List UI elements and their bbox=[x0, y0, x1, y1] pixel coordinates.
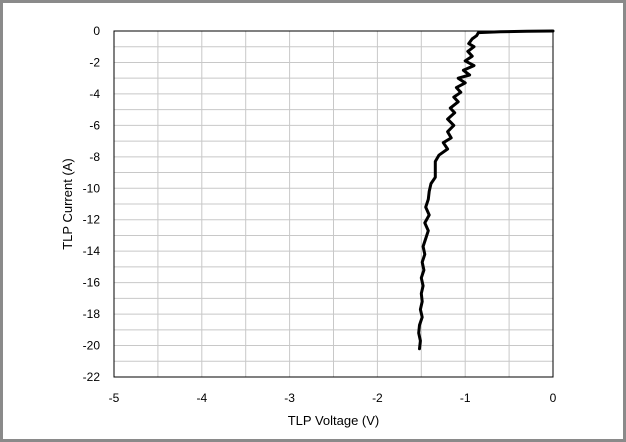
y-tick-label: -16 bbox=[83, 276, 101, 290]
y-tick-label: -2 bbox=[89, 55, 100, 69]
grid bbox=[113, 30, 554, 378]
y-tick-label: -18 bbox=[83, 307, 101, 321]
y-tick-label: 0 bbox=[93, 24, 100, 38]
x-tick-labels: -5 -4 -3 -2 -1 0 bbox=[109, 391, 557, 405]
plot-area bbox=[113, 30, 554, 378]
x-tick-label: -1 bbox=[460, 391, 471, 405]
y-tick-label: -20 bbox=[83, 339, 101, 353]
y-tick-label: -22 bbox=[83, 370, 101, 384]
y-tick-labels: 0 -2 -4 -6 -8 -10 -12 -14 -16 -18 -20 -22 bbox=[83, 24, 101, 384]
series-line bbox=[417, 29, 555, 351]
y-tick-label: -6 bbox=[89, 118, 100, 132]
x-tick-label: -2 bbox=[372, 391, 383, 405]
y-tick-label: -4 bbox=[89, 87, 100, 101]
y-tick-label: -10 bbox=[83, 181, 101, 195]
x-tick-label: 0 bbox=[550, 391, 557, 405]
x-tick-label: -3 bbox=[284, 391, 295, 405]
series-group bbox=[417, 29, 555, 351]
y-axis-label: TLP Current (A) bbox=[60, 158, 75, 250]
y-tick-label: -14 bbox=[83, 244, 101, 258]
x-tick-label: -5 bbox=[109, 391, 120, 405]
y-tick-label: -12 bbox=[83, 213, 101, 227]
x-axis-label: TLP Voltage (V) bbox=[288, 413, 380, 428]
x-tick-label: -4 bbox=[196, 391, 207, 405]
y-tick-label: -8 bbox=[89, 150, 100, 164]
